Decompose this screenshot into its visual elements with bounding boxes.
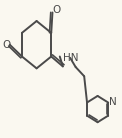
Text: HN: HN: [63, 53, 79, 63]
Text: N: N: [109, 97, 117, 107]
Text: O: O: [3, 40, 11, 50]
Text: O: O: [52, 5, 60, 15]
